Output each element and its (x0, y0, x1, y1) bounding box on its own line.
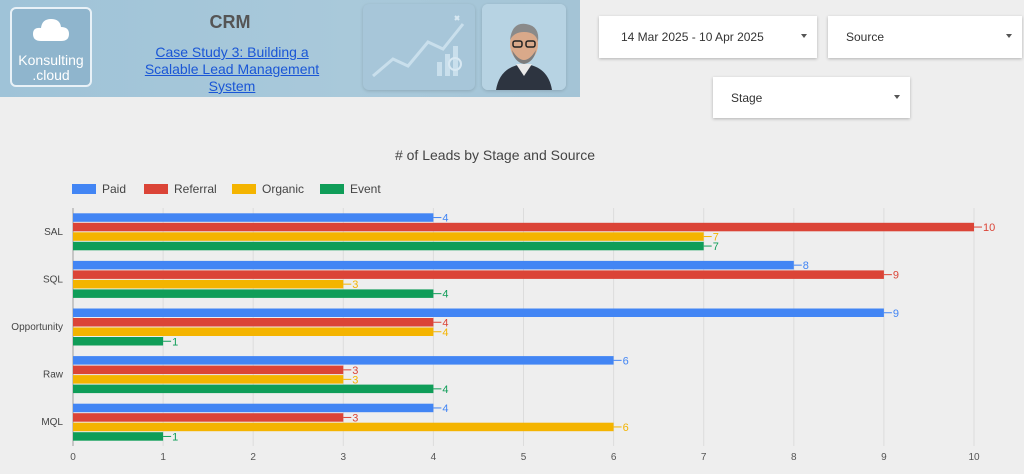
data-label: 9 (893, 270, 899, 282)
person-avatar (482, 4, 566, 90)
x-tick-label: 2 (250, 452, 256, 463)
header-banner: Konsulting .cloud CRM Case Study 3: Buil… (0, 0, 580, 97)
data-label: 6 (623, 355, 629, 367)
y-category-label: Opportunity (11, 322, 63, 333)
x-tick-label: 1 (160, 452, 166, 463)
chart-title: # of Leads by Stage and Source (394, 147, 596, 163)
date-range-picker[interactable]: 14 Mar 2025 - 10 Apr 2025 (599, 16, 817, 58)
x-tick-label: 5 (521, 452, 527, 463)
stage-filter[interactable]: Stage (713, 77, 910, 118)
chevron-down-icon (894, 94, 900, 99)
data-label: 4 (442, 327, 448, 339)
data-label: 7 (713, 241, 719, 253)
y-category-label: MQL (41, 417, 63, 428)
legend-label-referral: Referral (174, 182, 217, 196)
chart-trend-icon (363, 4, 475, 90)
data-label: 3 (352, 374, 358, 386)
y-category-label: SAL (44, 227, 63, 238)
chevron-down-icon (1006, 34, 1012, 38)
x-tick-label: 6 (611, 452, 617, 463)
data-label: 3 (352, 412, 358, 424)
data-label: 10 (983, 222, 995, 234)
company-logo[interactable]: Konsulting .cloud (10, 7, 92, 87)
leads-bar-chart: 0 1 2 3 4 5 6 7 8 9 10SAL41077SQL8934Opportunity94… (11, 208, 995, 463)
data-label: 3 (352, 365, 358, 377)
bar-organic (73, 327, 434, 336)
legend-swatch-organic (232, 184, 256, 194)
page-title: CRM (209, 12, 251, 32)
y-category-label: Raw (43, 370, 64, 381)
data-label: 1 (172, 431, 178, 443)
bar-paid (73, 356, 614, 365)
data-label: 4 (442, 384, 448, 396)
bar-organic (73, 375, 344, 384)
bar-event (73, 432, 164, 441)
x-tick-label: 3 (341, 452, 347, 463)
chevron-down-icon (801, 34, 807, 38)
legend-swatch-event (320, 184, 344, 194)
legend-item-referral[interactable]: Referral (144, 182, 217, 196)
bar-organic (73, 279, 344, 289)
case-link-line3: System (208, 78, 256, 94)
bar-referral (73, 365, 344, 375)
data-label: 8 (803, 260, 809, 272)
logo-text-line2: .cloud (32, 67, 70, 83)
source-filter[interactable]: Source (828, 16, 1022, 58)
data-label: 6 (623, 422, 629, 434)
legend-swatch-paid (72, 184, 96, 194)
logo-text-line1: Konsulting (18, 52, 84, 68)
cloud-icon (33, 19, 69, 41)
x-tick-label: 10 (968, 452, 980, 463)
data-label: 3 (352, 279, 358, 291)
legend-item-event[interactable]: Event (320, 182, 381, 196)
bar-paid (73, 308, 884, 317)
bar-event (73, 289, 434, 298)
bar-event (73, 241, 704, 251)
data-label: 4 (442, 289, 448, 301)
data-label: 4 (442, 213, 448, 225)
bar-referral (73, 270, 884, 279)
legend-label-event: Event (350, 182, 381, 196)
date-range-value: 14 Mar 2025 - 10 Apr 2025 (621, 30, 764, 44)
bar-referral (73, 413, 344, 422)
x-tick-label: 4 (431, 452, 437, 463)
data-label: 4 (442, 403, 448, 415)
bar-organic (73, 232, 704, 241)
x-tick-label: 8 (791, 452, 797, 463)
bar-paid (73, 260, 794, 270)
source-filter-label: Source (846, 30, 885, 44)
case-study-link[interactable]: Case Study 3: Building a Scalable Lead M… (134, 44, 330, 95)
legend-item-paid[interactable]: Paid (72, 182, 126, 196)
data-label: 9 (893, 308, 899, 320)
legend-item-organic[interactable]: Organic (232, 182, 304, 196)
x-tick-label: 7 (701, 452, 707, 463)
case-link-line1: Case Study 3: Building a (155, 44, 309, 60)
legend-label-paid: Paid (102, 182, 127, 196)
data-label: 7 (713, 232, 719, 244)
bar-referral (73, 318, 434, 327)
bar-event (73, 337, 164, 346)
bar-paid (73, 213, 434, 222)
x-tick-label: 9 (881, 452, 887, 463)
case-link-line2: Scalable Lead Management (144, 61, 320, 77)
bar-paid (73, 403, 434, 413)
y-category-label: SQL (43, 274, 63, 285)
x-tick-label: 0 (70, 452, 76, 463)
bar-referral (73, 222, 974, 232)
data-label: 1 (172, 336, 178, 348)
stage-filter-label: Stage (731, 91, 763, 105)
data-label: 4 (442, 317, 448, 329)
legend-label-organic: Organic (262, 182, 305, 196)
bar-organic (73, 422, 614, 432)
bar-event (73, 384, 434, 394)
legend-swatch-referral (144, 184, 168, 194)
